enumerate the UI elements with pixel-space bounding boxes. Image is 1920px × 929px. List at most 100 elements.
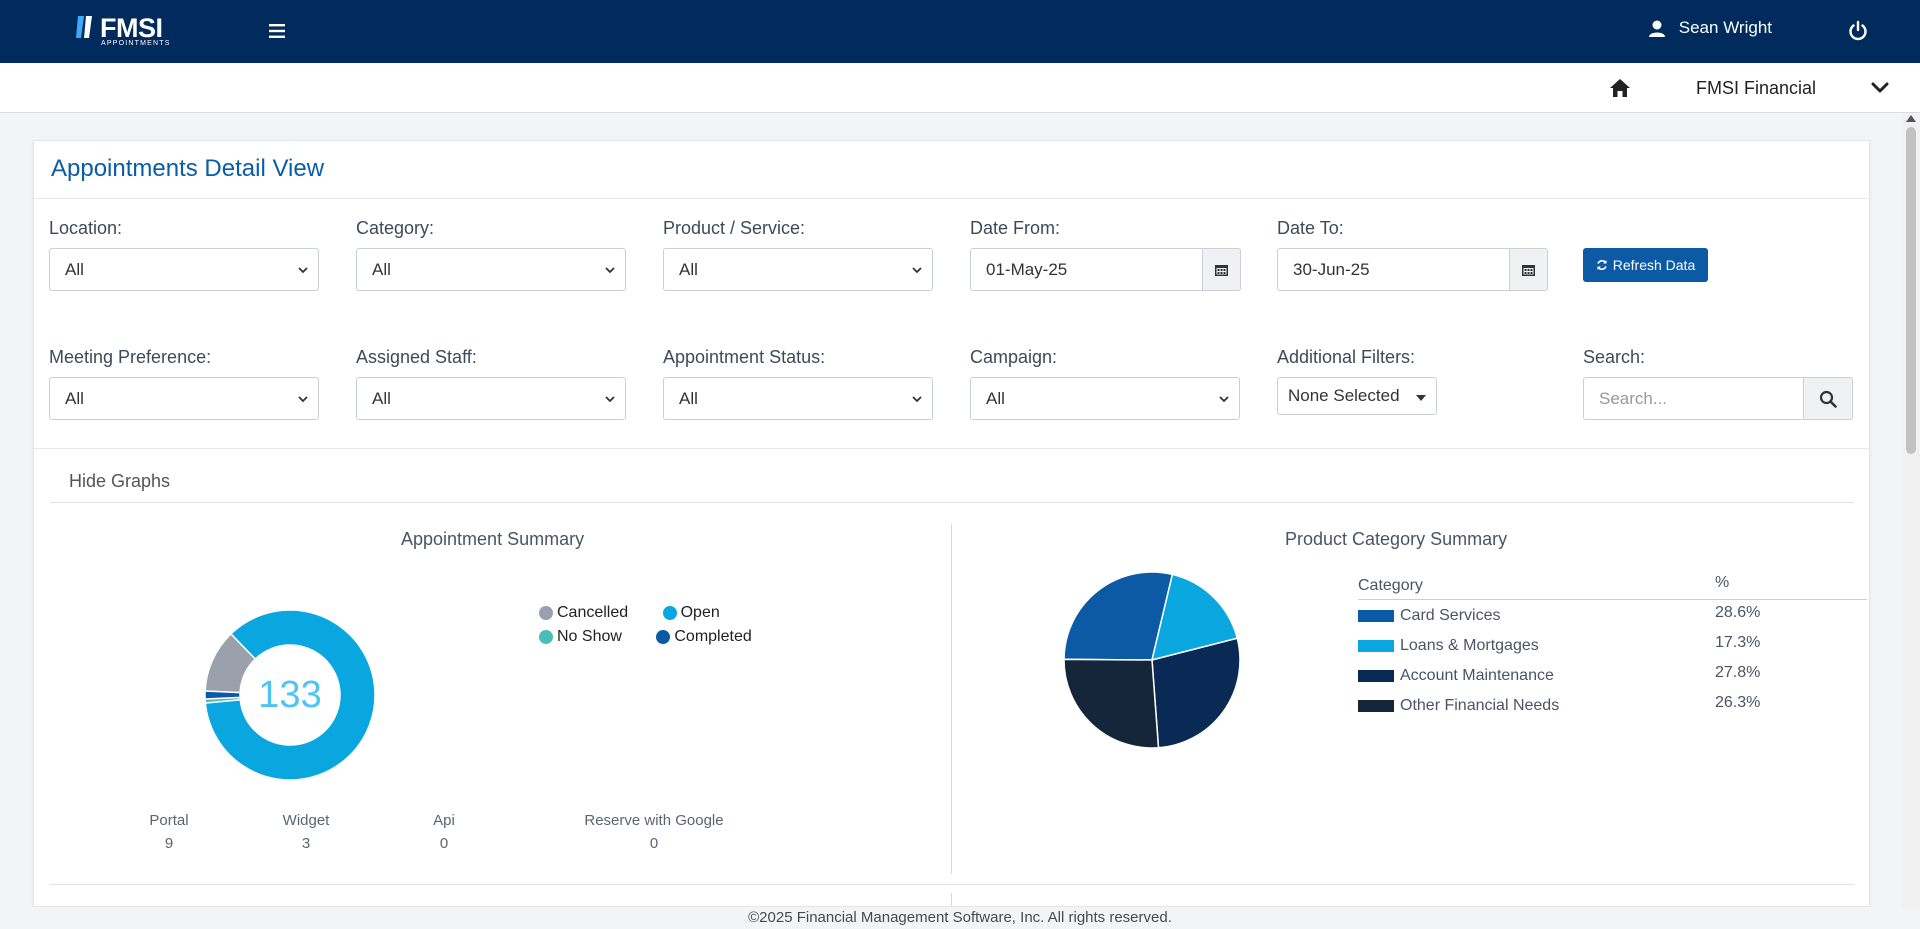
color-swatch	[1358, 700, 1394, 712]
category-percent: 26.3%	[1715, 694, 1761, 711]
context-bar: FMSI Financial	[0, 63, 1920, 113]
legend-item-no-show[interactable]: No Show	[539, 628, 622, 646]
pie-slice-open[interactable]	[204, 609, 376, 781]
refresh-data-button[interactable]: Refresh Data	[1583, 248, 1708, 282]
appointments-panel: Appointments Detail View Location: All C…	[33, 140, 1870, 907]
appointment-summary-title: Appointment Summary	[401, 529, 585, 549]
scroll-up-arrow-icon[interactable]	[1906, 115, 1916, 122]
source-label: Api	[433, 812, 455, 829]
source-value: 0	[649, 835, 659, 852]
appointment-status-label: Appointment Status:	[663, 347, 826, 367]
legend-dot	[539, 630, 553, 644]
product-select[interactable]: All	[663, 248, 933, 291]
search-label: Search:	[1583, 347, 1646, 367]
page-footer: ©2025 Financial Management Software, Inc…	[0, 907, 1920, 929]
date-from-input[interactable]: 01-May-25	[970, 248, 1203, 291]
additional-filters-value: None Selected	[1288, 386, 1400, 405]
graphs-column-divider	[951, 524, 952, 874]
product-category-pie-svg	[1063, 571, 1241, 749]
pie-slice-other-financial-needs[interactable]	[1063, 658, 1160, 749]
assigned-staff-value: All	[372, 389, 391, 408]
product-value: All	[679, 260, 698, 279]
assigned-staff-select[interactable]: All	[356, 377, 626, 420]
table-row: Card Services 28.6%	[1358, 600, 1867, 630]
column-header-percent: %	[1715, 574, 1730, 591]
meeting-preference-label: Meeting Preference:	[49, 347, 212, 367]
source-label: Widget	[282, 812, 330, 829]
appointment-donut-svg	[204, 609, 376, 781]
pie-slice-loans-mortgages[interactable]	[1150, 573, 1239, 662]
location-label: Location:	[49, 218, 123, 238]
legend-item-completed[interactable]: Completed	[656, 628, 752, 646]
refresh-data-label: Refresh Data	[1612, 257, 1696, 273]
legend-item-open[interactable]: Open	[662, 604, 720, 622]
legend-item-cancelled[interactable]: Cancelled	[539, 604, 628, 622]
search-input[interactable]: Search...	[1583, 377, 1804, 420]
color-swatch	[1358, 610, 1394, 622]
logo-mark-icon	[76, 16, 92, 38]
user-menu[interactable]: Sean Wright	[1648, 18, 1772, 38]
chevron-down-icon	[298, 396, 308, 403]
logo-subtext: APPOINTMENTS	[101, 40, 171, 47]
calendar-icon	[1215, 265, 1228, 276]
chevron-down-icon[interactable]	[1870, 79, 1890, 97]
chevron-down-icon	[605, 396, 615, 403]
organization-name[interactable]: FMSI Financial	[1696, 78, 1817, 98]
location-select[interactable]: All	[49, 248, 319, 291]
category-name: Other Financial Needs	[1400, 697, 1560, 714]
top-navbar: FMSI APPOINTMENTS Sean Wright	[0, 0, 1920, 63]
hide-graphs-toggle[interactable]: Hide Graphs	[69, 471, 171, 491]
date-to-calendar-button[interactable]	[1510, 248, 1548, 291]
filters-divider	[34, 448, 1869, 449]
calendar-icon	[1522, 265, 1535, 276]
source-value: 3	[301, 835, 311, 852]
pie-slice-account-maintenance[interactable]	[1151, 637, 1241, 749]
date-to-input[interactable]: 30-Jun-25	[1277, 248, 1510, 291]
scrollbar-thumb[interactable]	[1906, 127, 1916, 454]
additional-filters-dropdown[interactable]: None Selected	[1277, 377, 1437, 415]
home-icon[interactable]	[1609, 77, 1631, 99]
power-icon[interactable]	[1847, 20, 1869, 42]
user-name: Sean Wright	[1678, 18, 1772, 37]
campaign-value: All	[986, 389, 1005, 408]
table-row: Other Financial Needs 26.3%	[1358, 690, 1867, 720]
page-title: Appointments Detail View	[51, 155, 325, 182]
date-from-label: Date From:	[970, 218, 1061, 238]
additional-filters-label: Additional Filters:	[1277, 347, 1416, 367]
search-button[interactable]	[1804, 377, 1853, 420]
campaign-label: Campaign:	[970, 347, 1058, 367]
appointment-status-select[interactable]: All	[663, 377, 933, 420]
legend-dot	[539, 606, 553, 620]
pie-slice-completed[interactable]	[204, 690, 241, 700]
category-value: All	[372, 260, 391, 279]
menu-toggle-icon[interactable]	[266, 20, 288, 42]
legend-label: Completed	[674, 628, 752, 645]
source-value: 0	[439, 835, 449, 852]
appointment-status-value: All	[679, 389, 698, 408]
product-label: Product / Service:	[663, 218, 806, 238]
pie-slice-card-services[interactable]	[1063, 571, 1174, 661]
date-from-calendar-button[interactable]	[1203, 248, 1241, 291]
logo-text: FMSI	[100, 13, 163, 43]
source-widget: Widget 3	[256, 812, 356, 852]
graphs-divider	[50, 502, 1854, 503]
chevron-down-icon	[912, 267, 922, 274]
chevron-down-icon	[298, 267, 308, 274]
user-icon	[1648, 20, 1665, 37]
source-portal: Portal 9	[119, 812, 219, 852]
search-icon	[1819, 390, 1837, 408]
campaign-select[interactable]: All	[970, 377, 1240, 420]
appointment-donut-chart: 133	[200, 605, 380, 785]
meeting-preference-select[interactable]: All	[49, 377, 319, 420]
category-name: Loans & Mortgages	[1400, 637, 1539, 654]
category-name: Card Services	[1400, 607, 1501, 624]
category-select[interactable]: All	[356, 248, 626, 291]
color-swatch	[1358, 640, 1394, 652]
category-name: Account Maintenance	[1400, 667, 1554, 684]
graphs-column-divider-lower	[951, 893, 952, 906]
page-scrollbar[interactable]	[1902, 113, 1920, 907]
fmsi-logo[interactable]: FMSI APPOINTMENTS	[76, 14, 176, 50]
legend-label: Open	[680, 604, 720, 621]
panel-header: Appointments Detail View	[34, 141, 1869, 199]
source-label: Reserve with Google	[584, 812, 724, 829]
